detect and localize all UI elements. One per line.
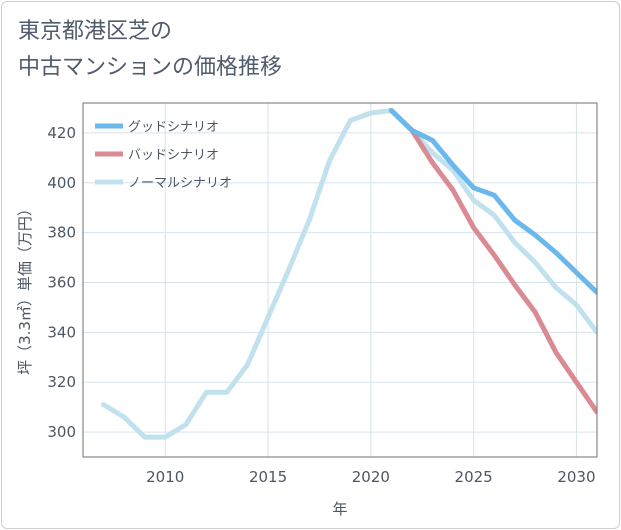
legend-label-0: グッドシナリオ xyxy=(128,120,219,135)
x-tick-label: 2020 xyxy=(352,468,390,486)
legend-label-1: バッドシナリオ xyxy=(128,148,219,163)
chart-title: 東京都港区芝の 中古マンションの価格推移 xyxy=(18,14,282,86)
y-tick-label: 420 xyxy=(47,124,76,142)
tick-labels: 2010 2015 2020 2025 2030 300 320 340 360 380 400 42… xyxy=(47,124,595,486)
x-tick-label: 2010 xyxy=(146,468,184,486)
y-tick-label: 320 xyxy=(47,373,76,391)
series-lines xyxy=(101,108,597,440)
plot-area-border xyxy=(82,102,598,458)
chart-title-line-2: 中古マンションの価格推移 xyxy=(18,55,283,80)
y-tick-label: 300 xyxy=(47,423,76,441)
x-tick-label: 2030 xyxy=(557,468,595,486)
y-tick-label: 400 xyxy=(47,174,76,192)
series-line-1 xyxy=(388,108,597,415)
chart-title-line-1: 東京都港区芝の xyxy=(18,19,173,44)
grid xyxy=(83,103,597,457)
x-tick-label: 2015 xyxy=(249,468,287,486)
y-tick-label: 380 xyxy=(47,224,76,242)
y-tick-label: 340 xyxy=(47,323,76,341)
series-line-2 xyxy=(101,108,597,440)
y-axis-title: 坪（3.3㎡）単価（万円） xyxy=(16,201,34,375)
x-axis-title: 年 xyxy=(332,500,347,518)
series-line-0 xyxy=(388,108,597,295)
x-tick-label: 2025 xyxy=(455,468,493,486)
legend-label-2: ノーマルシナリオ xyxy=(128,176,232,191)
y-tick-label: 360 xyxy=(47,273,76,291)
